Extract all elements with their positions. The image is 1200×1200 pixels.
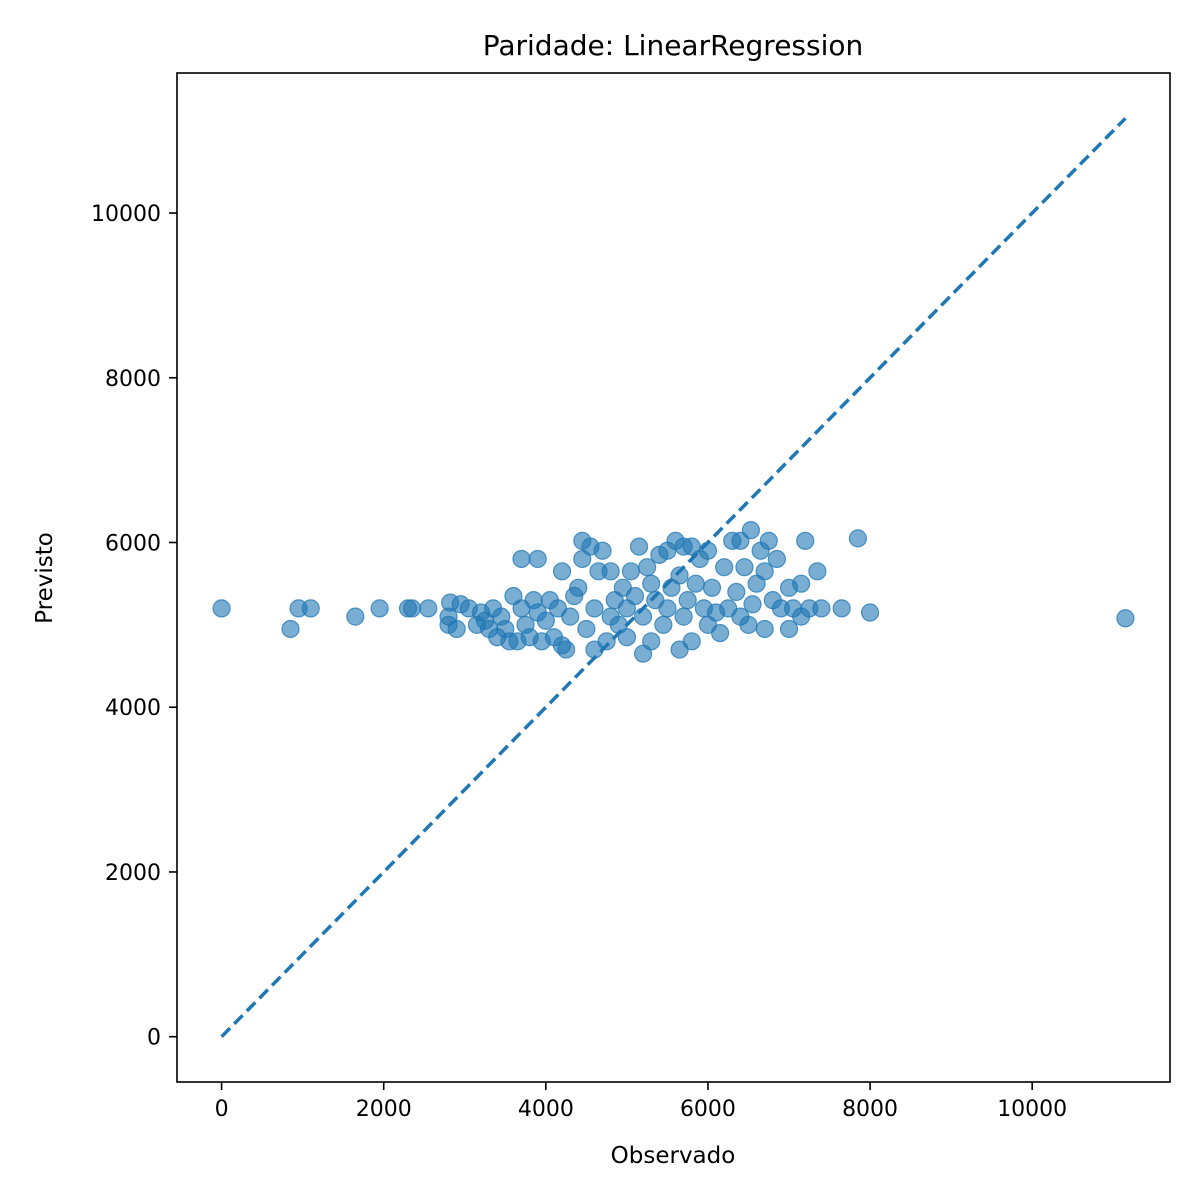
reference-line (220, 117, 1127, 1038)
scatter-point (625, 586, 645, 606)
scatter-point (792, 574, 811, 593)
scatter-point (654, 615, 673, 634)
x-axis-ticks: 0 2000 4000 6000 8000 10000 (215, 1082, 1067, 1122)
scatter-point (727, 582, 746, 602)
scatter-point (674, 607, 693, 626)
scatter-point (698, 541, 718, 560)
scatter-point (370, 599, 389, 618)
scatter-point (779, 619, 799, 639)
scatter-point (642, 574, 661, 593)
scatter-point (832, 599, 851, 618)
y-tick-label: 4000 (105, 696, 161, 721)
scatter-point (577, 619, 596, 639)
scatter-point (702, 578, 722, 597)
scatter-point (755, 619, 774, 639)
scatter-point (585, 599, 604, 618)
scatter-point (593, 541, 612, 560)
scatter-point (812, 599, 831, 618)
scatter-points (212, 521, 1135, 663)
scatter-point (658, 599, 677, 618)
scatter-point (755, 562, 774, 581)
scatter-point (670, 566, 689, 585)
scatter-point (536, 611, 555, 630)
scatter-point (808, 562, 827, 581)
scatter-point (860, 603, 880, 622)
y-axis-label: Previsto (32, 532, 58, 624)
scatter-point (767, 549, 786, 569)
y-tick-label: 10000 (91, 202, 161, 227)
scatter-point (569, 578, 588, 597)
scatter-point (281, 619, 300, 639)
x-tick-label: 10000 (997, 1097, 1067, 1122)
x-tick-label: 0 (215, 1097, 229, 1122)
scatter-point (739, 615, 758, 634)
scatter-point (682, 632, 701, 651)
scatter-point (642, 632, 661, 651)
chart-title: Paridade: LinearRegression (483, 29, 864, 62)
scatter-point (741, 521, 761, 540)
y-tick-label: 0 (147, 1026, 161, 1051)
axes-frame (176, 72, 1171, 1083)
scatter-point (617, 628, 636, 647)
scatter-point (796, 531, 815, 550)
scatter-point (743, 595, 762, 614)
scatter-point (848, 529, 868, 548)
scatter-point (301, 599, 320, 618)
x-tick-label: 4000 (518, 1097, 574, 1122)
scatter-point (561, 607, 580, 626)
scatter-point (621, 562, 641, 581)
scatter-point (711, 623, 730, 643)
scatter-point (686, 574, 705, 593)
scatter-point (601, 562, 620, 581)
scatter-point (759, 531, 778, 550)
scatter-point (678, 591, 697, 610)
y-tick-label: 2000 (105, 861, 161, 886)
x-tick-label: 2000 (356, 1097, 412, 1122)
y-tick-label: 6000 (105, 531, 161, 556)
scatter-point (346, 607, 365, 626)
x-tick-label: 6000 (680, 1097, 736, 1122)
scatter-point (419, 599, 438, 618)
x-tick-label: 8000 (842, 1097, 898, 1122)
y-tick-label: 8000 (105, 367, 161, 392)
x-axis-label: Observado (611, 1143, 736, 1169)
scatter-point (512, 549, 531, 569)
scatter-point (402, 599, 422, 618)
scatter-point (528, 549, 547, 569)
scatter-point (447, 619, 466, 639)
scatter-point (1116, 609, 1135, 628)
scatter-point (556, 640, 576, 659)
scatter-point (735, 558, 754, 577)
y-axis-ticks: 0 2000 4000 6000 8000 10000 (91, 202, 177, 1051)
scatter-point (212, 599, 231, 618)
scatter-point (715, 558, 734, 577)
scatter-point (634, 607, 653, 626)
scatter-point (552, 562, 572, 581)
scatter-point (629, 537, 649, 556)
plot-area (212, 117, 1135, 1038)
scatter-point (597, 632, 616, 651)
